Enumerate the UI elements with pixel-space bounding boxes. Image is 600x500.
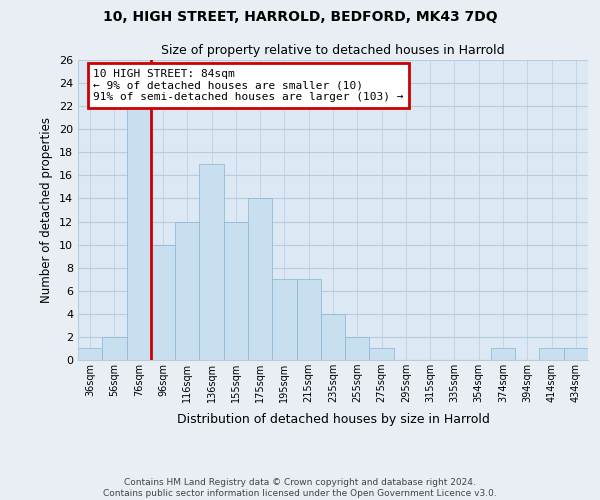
- Bar: [102, 337, 127, 360]
- Text: 10, HIGH STREET, HARROLD, BEDFORD, MK43 7DQ: 10, HIGH STREET, HARROLD, BEDFORD, MK43 …: [103, 10, 497, 24]
- Bar: [321, 314, 345, 360]
- Y-axis label: Number of detached properties: Number of detached properties: [40, 117, 53, 303]
- Bar: [151, 244, 175, 360]
- Title: Size of property relative to detached houses in Harrold: Size of property relative to detached ho…: [161, 44, 505, 58]
- Bar: [199, 164, 224, 360]
- Text: Contains HM Land Registry data © Crown copyright and database right 2024.
Contai: Contains HM Land Registry data © Crown c…: [103, 478, 497, 498]
- Bar: [564, 348, 588, 360]
- Bar: [272, 279, 296, 360]
- Bar: [175, 222, 199, 360]
- Bar: [296, 279, 321, 360]
- Bar: [224, 222, 248, 360]
- Bar: [370, 348, 394, 360]
- Bar: [491, 348, 515, 360]
- Bar: [345, 337, 370, 360]
- X-axis label: Distribution of detached houses by size in Harrold: Distribution of detached houses by size …: [176, 414, 490, 426]
- Bar: [248, 198, 272, 360]
- Bar: [539, 348, 564, 360]
- Text: 10 HIGH STREET: 84sqm
← 9% of detached houses are smaller (10)
91% of semi-detac: 10 HIGH STREET: 84sqm ← 9% of detached h…: [94, 69, 404, 102]
- Bar: [78, 348, 102, 360]
- Bar: [127, 106, 151, 360]
